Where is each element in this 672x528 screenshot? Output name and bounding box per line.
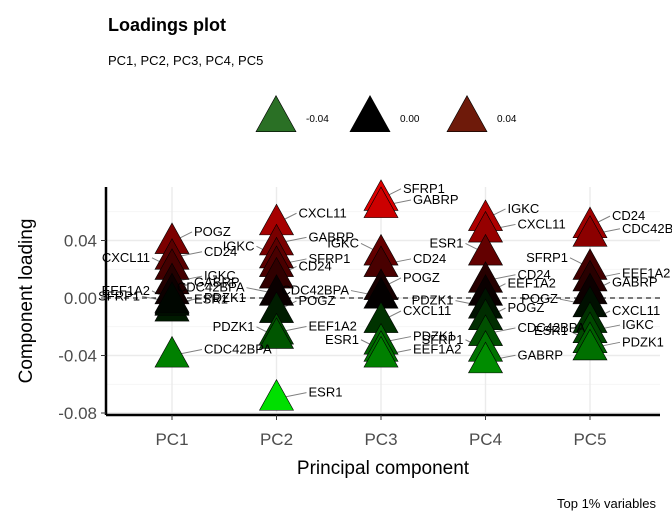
label-pc2-sfrp1: SFRP1 [309,251,351,266]
y-tick-label: -0.08 [58,404,97,423]
label-pc5-eef1a2: EEF1A2 [622,265,670,280]
point-pc1-eef1a2 [154,281,190,313]
legend-label: 0.04 [497,114,517,125]
x-tick-label-pc3: PC3 [364,430,397,449]
label-pc2-pdzk1: PDZK1 [213,319,255,334]
label-pc5-cdc42bpa: CDC42BPA [622,221,672,236]
label-pc1-eef1a2: EEF1A2 [102,283,150,298]
label-pc4-gabrp: GABRP [518,347,564,362]
point-markers [154,179,608,411]
label-pc4-eef1a2: EEF1A2 [508,276,556,291]
axes: -0.08 -0.04 0.00 0.04 PC1 PC2 PC3 PC4 PC5 [58,187,660,449]
point-pc2-pdzk1 [258,317,295,349]
label-pc1-igkc: IGKC [204,268,236,283]
label-pc3-gabrp: GABRP [413,192,459,207]
chart-subtitle: PC1, PC2, PC3, PC4, PC5 [108,53,263,68]
label-pc1-gabrp: GABRP [194,274,240,289]
label-pc3-pdzk1: PDZK1 [413,329,455,344]
point-pc3-gabrp [363,186,399,218]
label-pc4-cxcl11: CXCL11 [518,216,566,231]
chart-title: Loadings plot [108,15,226,35]
label-pc2-gabrp: GABRP [309,229,355,244]
label-pc5-cd24: CD24 [612,208,645,223]
label-pc5-pogz: POGZ [521,291,558,306]
label-pc2-cxcl11: CXCL11 [299,205,347,220]
label-pc4-cd24: CD24 [518,267,551,282]
label-pc2-cd24: CD24 [299,258,332,273]
legend: -0.04 0.00 0.04 [255,95,517,132]
y-tick-label: 0.04 [64,232,97,251]
label-pc4-igkc: IGKC [508,201,540,216]
x-tick-label-pc2: PC2 [260,430,293,449]
label-pc3-esr1: ESR1 [325,332,359,347]
chart-caption: Top 1% variables [557,496,656,511]
legend-marker [255,95,297,132]
point-pc4-gabrp [467,341,504,374]
x-tick-label-pc5: PC5 [573,430,606,449]
point-pc1-cdc42bpa [154,335,190,368]
label-pc2-eef1a2: EEF1A2 [309,319,357,334]
label-pc1-cdc42bpa: CDC42BPA [204,342,272,357]
label-pc3-igkc: IGKC [327,235,359,250]
label-pc2-pogz: POGZ [299,293,336,308]
label-pc3-eef1a2: EEF1A2 [413,342,461,357]
label-pc1-pdzk1: PDZK1 [204,290,246,305]
x-tick-label-pc1: PC1 [155,430,188,449]
point-pc5-cdc42bpa [572,215,608,247]
label-pc5-pdzk1: PDZK1 [622,334,664,349]
label-pc3-sfrp1: SFRP1 [403,181,445,196]
label-pc3-pogz: POGZ [403,270,440,285]
y-tick-label: -0.04 [58,347,97,366]
y-tick-label: 0.00 [64,289,97,308]
label-pc5-igkc: IGKC [622,317,654,332]
x-tick-label-pc4: PC4 [469,430,502,449]
label-pc1-pogz: POGZ [194,224,231,239]
label-pc4-sfrp1: SFRP1 [422,332,464,347]
label-pc4-esr1: ESR1 [430,235,464,250]
label-pc5-gabrp: GABRP [612,274,658,289]
label-pc5-sfrp1: SFRP1 [526,250,568,265]
point-pc3-eef1a2 [363,335,399,368]
label-pc5-cxcl11: CXCL11 [612,303,660,318]
label-pc3-cd24: CD24 [413,251,446,266]
y-axis-title: Component loading [16,219,37,384]
label-pc4-pogz: POGZ [508,300,545,315]
legend-label: 0.00 [400,114,420,125]
label-pc1-cd24: CD24 [204,244,237,259]
label-pc4-pdzk1: PDZK1 [412,293,454,308]
label-pc1-sfrp1: SFRP1 [98,288,140,303]
legend-marker [349,95,391,132]
label-pc2-cdc42bpa: CDC42BPA [177,280,245,295]
label-pc4-cdc42bpa: CDC42BPA [518,320,586,335]
label-pc3-cxcl11: CXCL11 [403,303,451,318]
label-pc2-igkc: IGKC [223,238,255,253]
x-axis-title: Principal component [297,458,470,479]
label-pc1-cxcl11: CXCL11 [102,250,150,265]
point-pc5-pdzk1 [572,328,608,361]
legend-label: -0.04 [306,114,329,125]
label-pc1-esr1: ESR1 [194,292,228,307]
legend-marker [446,95,488,132]
label-pc5-esr1: ESR1 [534,323,568,338]
point-pc2-esr1 [258,379,295,411]
label-pc2-esr1: ESR1 [309,385,343,400]
label-pc3-cdc42bpa: CDC42BPA [281,283,349,298]
